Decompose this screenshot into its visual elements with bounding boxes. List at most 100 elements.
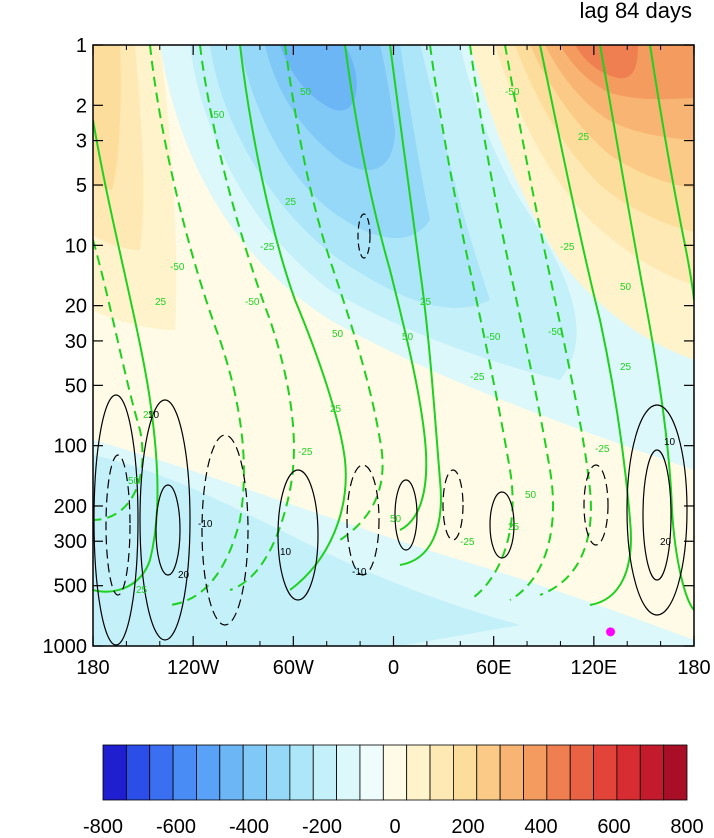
x-tick-label: 60E	[476, 657, 512, 679]
colorbar-tick-label: 600	[597, 816, 630, 838]
colorbar-swatch	[523, 744, 548, 801]
y-tick-label: 1000	[43, 636, 88, 658]
green-contour-label: -25	[595, 444, 610, 455]
green-contour-label: 25	[620, 362, 632, 373]
green-contour-label: -25	[460, 537, 475, 548]
colorbar-tick-label: -600	[156, 816, 196, 838]
x-axis: 180 120W 60W 0 60E 120E 180	[76, 45, 711, 679]
y-tick-label: 20	[65, 296, 87, 318]
y-tick-label: 2	[76, 95, 87, 117]
y-tick-label: 300	[54, 531, 87, 553]
green-contour-label: 25	[420, 297, 432, 308]
y-tick-label: 1	[76, 35, 87, 57]
y-tick-label: 5	[76, 175, 87, 197]
colorbar-swatch	[219, 744, 244, 801]
black-contour-label: -10	[198, 519, 213, 530]
y-tick-label: 3	[76, 131, 87, 153]
colorbar	[102, 744, 688, 801]
colorbar-swatch	[663, 744, 688, 801]
green-contour-label: 25	[330, 404, 342, 415]
x-tick-label: 120W	[167, 657, 219, 679]
colorbar-tick-label: 200	[451, 816, 484, 838]
y-tick-label: 30	[65, 331, 87, 353]
colorbar-swatch	[149, 744, 174, 801]
colorbar-swatch	[172, 744, 197, 801]
black-contours	[93, 213, 688, 646]
green-contour-label: -50	[170, 262, 185, 273]
y-tick-label: 100	[54, 436, 87, 458]
colorbar-swatch	[312, 744, 337, 801]
colorbar-swatch	[359, 744, 384, 801]
green-contour-label: -25	[560, 242, 575, 253]
colorbar-swatch	[336, 744, 361, 801]
green-contour-label: -50	[548, 327, 563, 338]
colorbar-swatch	[289, 744, 314, 801]
black-contour-label: 20	[660, 537, 672, 548]
colorbar-tick-label: 800	[670, 816, 703, 838]
colorbar-tick-label: -200	[302, 816, 342, 838]
colorbar-tick-label: 400	[524, 816, 557, 838]
colorbar-ticks: -800 -600 -400 -200 0 200 400 600 800	[83, 816, 704, 838]
colorbar-swatch	[429, 744, 454, 801]
green-contour-label: 50	[332, 329, 344, 340]
green-contour-label: 50	[620, 282, 632, 293]
colorbar-swatch	[546, 744, 571, 801]
green-contour-label: 50	[402, 332, 414, 343]
black-contour-label: 10	[664, 437, 676, 448]
black-contour-label: 20	[178, 570, 190, 581]
green-contour-label: -25	[298, 447, 313, 458]
y-axis: 1 2 3 5 10 20 30 50 100 200 300 500 1000	[43, 35, 694, 658]
colorbar-tick-label: 0	[389, 816, 400, 838]
colorbar-swatch	[406, 744, 431, 801]
chart-title: lag 84 days	[579, 0, 692, 23]
colorbar-swatch	[593, 744, 618, 801]
green-contour-label: -50	[210, 110, 225, 121]
green-contour-label: -25	[470, 372, 485, 383]
y-tick-label: 200	[54, 496, 87, 518]
green-contour-label: 25	[143, 410, 155, 421]
colorbar-swatch	[196, 744, 221, 801]
green-contour-label: 25	[285, 197, 297, 208]
green-contour-label: 25	[136, 585, 148, 596]
x-tick-label: 0	[388, 657, 399, 679]
green-contour-label: -50	[486, 332, 501, 343]
black-contour-label: -10	[352, 567, 367, 578]
colorbar-swatch	[569, 744, 594, 801]
green-contour-label: 50	[300, 87, 312, 98]
colorbar-swatch	[242, 744, 267, 801]
colorbar-swatch	[102, 744, 127, 801]
black-contour-label: 10	[280, 547, 292, 558]
colorbar-swatch	[266, 744, 291, 801]
colorbar-swatch	[382, 744, 408, 801]
location-marker	[606, 627, 616, 637]
y-tick-label: 10	[65, 235, 87, 257]
x-tick-label: 180	[677, 657, 710, 679]
black-contour-label: 10	[148, 410, 160, 421]
colorbar-swatch	[125, 744, 151, 801]
x-tick-label: 120E	[570, 657, 617, 679]
colorbar-swatch	[476, 744, 501, 801]
green-contour-label: 25	[155, 297, 167, 308]
green-contour-label: 50	[128, 476, 140, 487]
shaded-field	[93, 45, 694, 646]
contour-label-group: 50 25 25 -50 25 -50 -25 -50 25 50 -25 50…	[128, 87, 676, 596]
green-contour-label: -50	[245, 297, 260, 308]
colorbar-swatch	[616, 744, 641, 801]
x-tick-label: 60W	[273, 657, 314, 679]
green-contour-label: 25	[578, 132, 590, 143]
green-contour-label: -25	[260, 242, 275, 253]
x-tick-label: 180	[76, 657, 109, 679]
y-tick-label: 50	[65, 375, 87, 397]
colorbar-swatch	[452, 744, 478, 801]
y-tick-label: 500	[54, 576, 87, 598]
green-contours	[93, 45, 694, 611]
colorbar-swatch	[639, 744, 665, 801]
green-contour-label: -50	[505, 87, 520, 98]
colorbar-tick-label: -800	[83, 816, 123, 838]
green-contour-label: 25	[508, 522, 520, 533]
colorbar-swatch	[499, 744, 524, 801]
green-contour-label: 50	[390, 514, 402, 525]
colorbar-tick-label: -400	[229, 816, 269, 838]
green-contour-label: 50	[525, 490, 537, 501]
